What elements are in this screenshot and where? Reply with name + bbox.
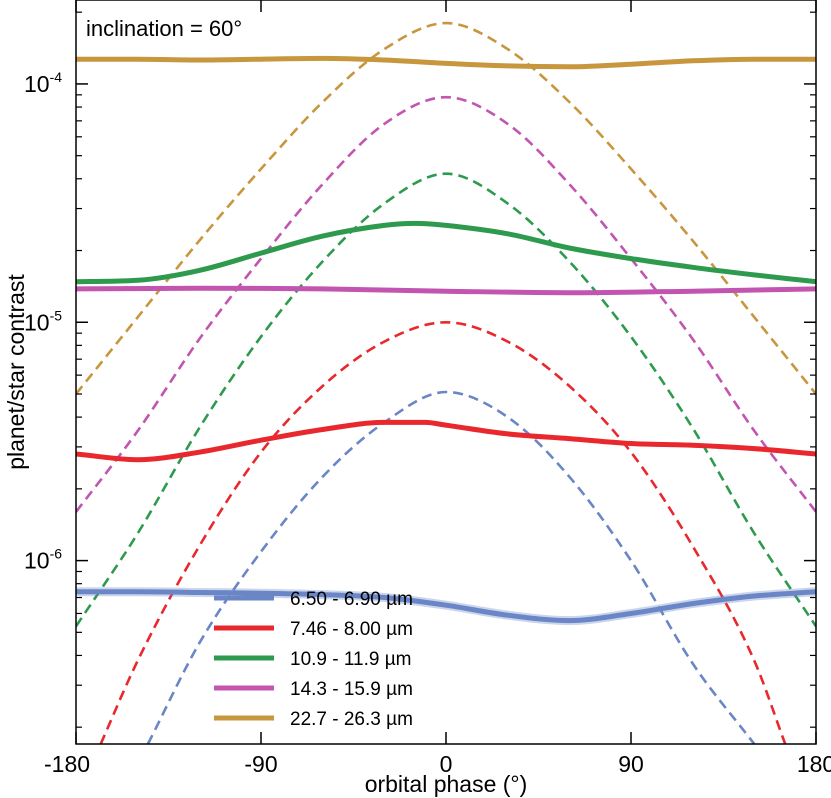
dashed-line-22-7-26-3-m: [76, 21, 816, 395]
dashed-line-14-3-15-9-m: [76, 95, 816, 513]
legend-label-7-46-8-00-m: 7.46 - 8.00 µm: [290, 619, 413, 640]
solid-line-10-9-11-9-m: [76, 220, 816, 285]
legend-label-22-7-26-3-m: 22.7 - 26.3 µm: [290, 709, 413, 730]
x-tick-label: -90: [244, 751, 277, 777]
dashed-line-7-46-8-00-m: [99, 320, 787, 744]
legend-label-14-3-15-9-m: 14.3 - 15.9 µm: [290, 679, 413, 700]
y-axis-label: planet/star contrast: [3, 274, 29, 470]
solid-line-7-46-8-00-m: [76, 419, 816, 463]
dashed-line-6-50-6-90-m: [146, 390, 756, 744]
solid-line-14-3-15-9-m: [76, 285, 816, 296]
x-axis-label: orbital phase (°): [365, 771, 528, 797]
x-tick-label: -180: [44, 751, 90, 777]
legend-label-10-9-11-9-m: 10.9 - 11.9 µm: [290, 649, 412, 670]
y-tick-label: 10-6: [24, 546, 62, 574]
x-tick-label: 90: [618, 751, 644, 777]
ticks-layer: -180 -90 0 90 180 10-6 10-5 10-4: [24, 0, 831, 777]
series-layer: [76, 21, 816, 744]
plot-frame: [75, 0, 817, 745]
solid-line-22-7-26-3-m: [76, 55, 816, 70]
legend-label-6-50-6-90-m: 6.50 - 6.90 µm: [290, 589, 413, 610]
solid-line-6-50-6-90-m: [76, 589, 816, 624]
annotation: inclination = 60°: [86, 16, 242, 41]
legend: 6.50 - 6.90 µm 7.46 - 8.00 µm 10.9 - 11.9 …: [214, 589, 413, 730]
y-tick-label: 10-4: [24, 69, 62, 97]
y-tick-label: 10-5: [24, 307, 62, 335]
dashed-line-10-9-11-9-m: [76, 172, 816, 628]
x-tick-label: 180: [797, 751, 831, 777]
x-tick-label: 0: [440, 751, 453, 777]
